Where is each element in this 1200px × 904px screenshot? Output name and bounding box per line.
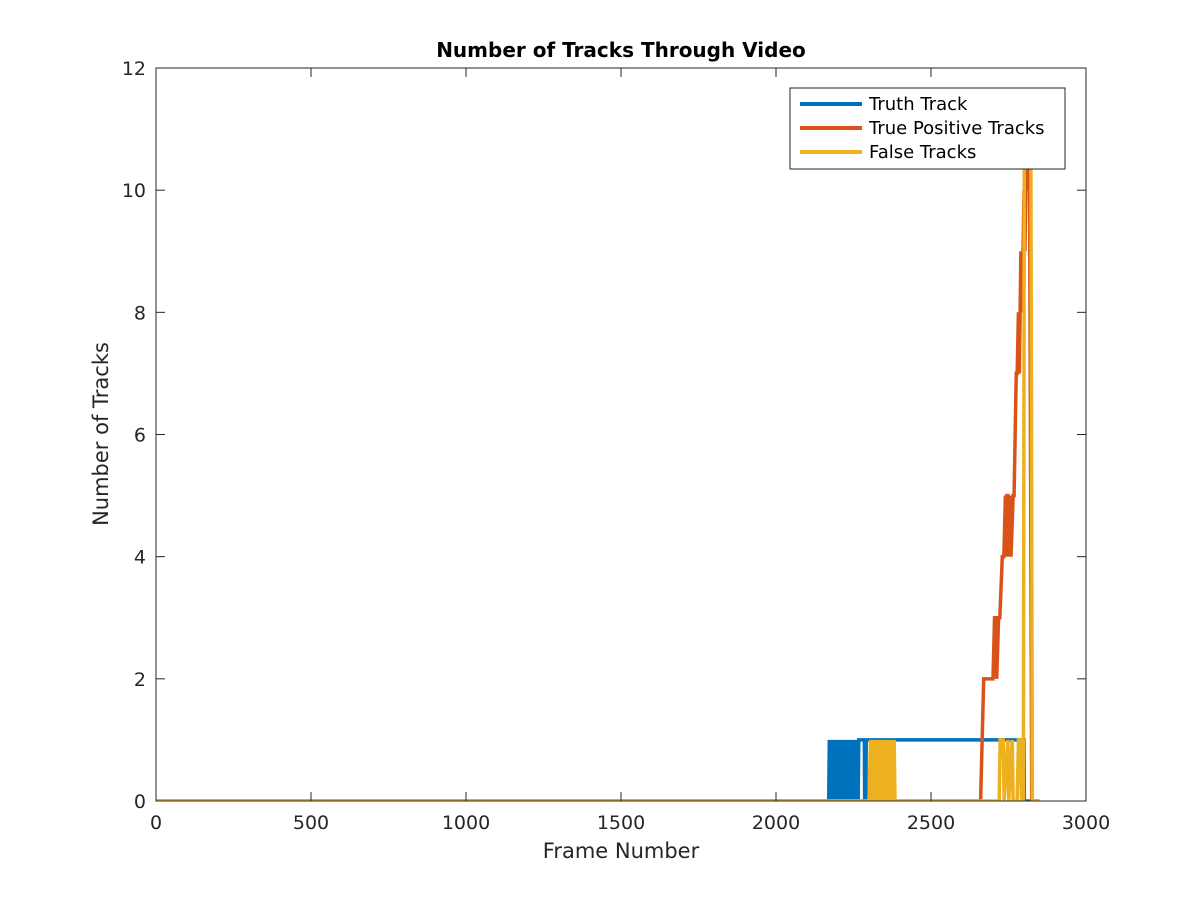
y-tick-label: 2	[134, 669, 146, 691]
y-tick-label: 10	[122, 180, 146, 202]
x-tick-label: 3000	[1062, 812, 1110, 834]
tick-layer: 0 500 1000 1500 2000 2500 3000 0 2 4 6 8 10 12	[122, 58, 1110, 834]
legend-label-false-tracks: False Tracks	[869, 142, 976, 163]
y-axis-label: Number of Tracks	[89, 342, 113, 526]
legend: Truth Track True Positive Tracks False T…	[789, 87, 1066, 170]
y-tick-label: 6	[134, 425, 146, 447]
x-tick-label: 1500	[597, 812, 645, 834]
x-tick-label: 2000	[752, 812, 800, 834]
x-tick-label: 500	[293, 812, 329, 834]
y-tick-label: 8	[134, 302, 146, 324]
x-tick-label: 1000	[442, 812, 490, 834]
plot-area	[156, 68, 1086, 801]
series-line-truth-track	[156, 738, 1040, 801]
series-line-false-tracks	[156, 127, 1040, 801]
y-tick-label: 4	[134, 547, 146, 569]
chart-title: Number of Tracks Through Video	[436, 38, 806, 62]
legend-label-truth-track: Truth Track	[868, 94, 968, 115]
x-tick-label: 0	[150, 812, 162, 834]
x-tick-label: 2500	[907, 812, 955, 834]
y-tick-label: 0	[134, 791, 146, 813]
legend-label-true-positive-tracks: True Positive Tracks	[868, 118, 1045, 139]
x-axis-label: Frame Number	[543, 839, 700, 863]
y-tick-label: 12	[122, 58, 146, 80]
